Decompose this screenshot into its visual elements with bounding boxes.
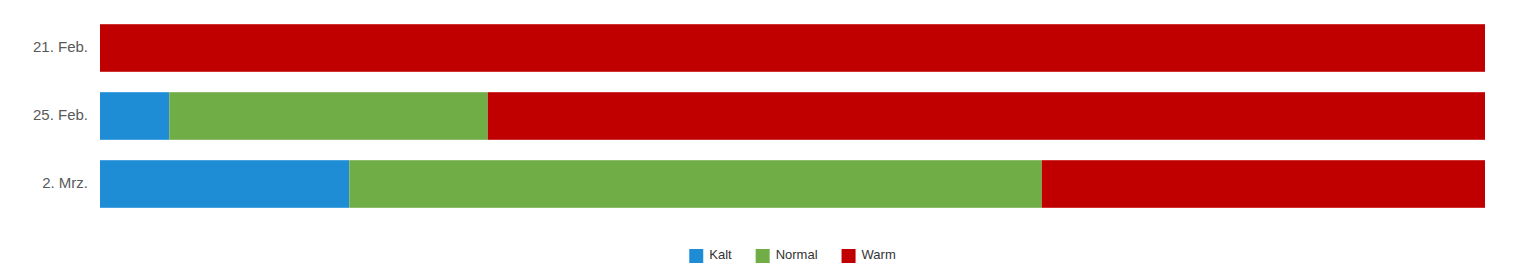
chart: 21. Feb. 25. Feb. 2. Mrz. Kalt Normal Warm (0, 0, 1515, 280)
legend-swatch (756, 249, 770, 263)
legend-label: Warm (862, 247, 896, 262)
bar-segment (100, 160, 349, 208)
category-label: 25. Feb. (33, 106, 88, 123)
legend: Kalt Normal Warm (689, 247, 896, 263)
category-label: 21. Feb. (33, 38, 88, 55)
bar-segment (100, 92, 169, 140)
bar-segment (1042, 160, 1485, 208)
bars (100, 24, 1485, 208)
category-label: 2. Mrz. (42, 174, 88, 191)
legend-swatch (842, 249, 856, 263)
bar-segment (488, 92, 1485, 140)
legend-label: Normal (776, 247, 818, 262)
legend-swatch (689, 249, 703, 263)
bar-segment (100, 24, 1485, 72)
chart-container: 21. Feb. 25. Feb. 2. Mrz. Kalt Normal Warm (0, 0, 1515, 280)
bar-segment (349, 160, 1042, 208)
legend-label: Kalt (709, 247, 732, 262)
bar-segment (169, 92, 488, 140)
